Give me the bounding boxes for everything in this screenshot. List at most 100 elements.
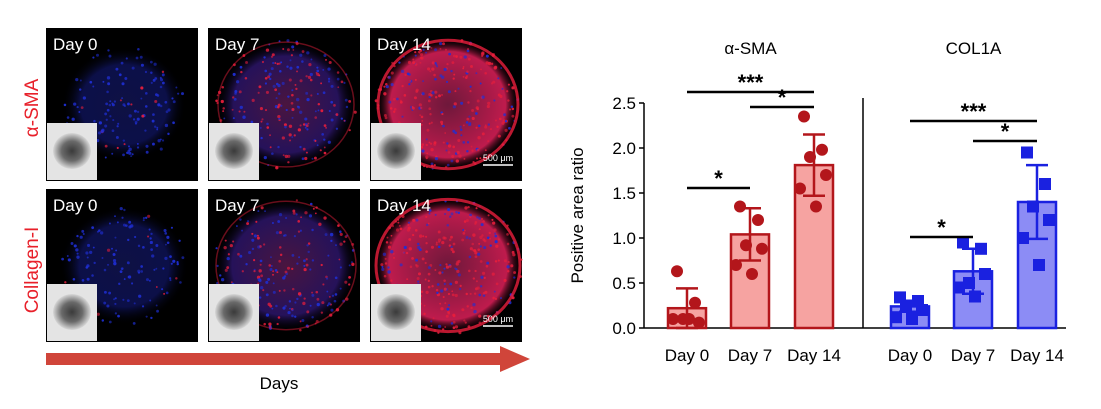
speckle <box>427 272 431 276</box>
speckle <box>144 92 148 95</box>
speckle <box>109 100 112 103</box>
speckle <box>487 101 491 105</box>
speckle <box>479 157 482 160</box>
speckle <box>286 65 289 68</box>
speckle <box>148 279 151 282</box>
speckle <box>75 248 79 252</box>
speckle <box>511 114 515 118</box>
speckle <box>316 144 319 147</box>
micrograph-collagen-0: Day 0 <box>46 189 198 342</box>
speckle <box>248 250 252 255</box>
speckle <box>145 144 149 148</box>
speckle <box>401 84 404 88</box>
speckle <box>314 110 317 113</box>
speckle <box>150 316 153 320</box>
speckle <box>285 216 288 220</box>
speckle <box>316 66 319 69</box>
speckle <box>91 226 95 230</box>
speckle <box>287 161 290 164</box>
speckle <box>510 264 514 268</box>
speckle <box>284 154 289 159</box>
speckle <box>153 62 157 66</box>
speckle <box>399 227 403 231</box>
speckle <box>112 119 115 122</box>
speckle <box>72 278 76 281</box>
speckle <box>251 238 255 242</box>
speckle <box>144 70 148 74</box>
speckle <box>128 147 132 151</box>
speckle <box>154 99 158 104</box>
speckle <box>436 65 439 68</box>
speckle <box>462 124 465 127</box>
speckle <box>412 234 415 237</box>
speckle <box>283 289 286 292</box>
speckle <box>306 98 310 102</box>
point-col1a-1-0 <box>957 236 969 249</box>
speckle <box>138 294 142 298</box>
speckle <box>450 212 454 216</box>
speckle <box>442 296 445 299</box>
point-asma-1-0 <box>734 200 746 213</box>
point-col1a-0-5 <box>906 313 918 325</box>
speckle <box>487 123 490 126</box>
speckle <box>104 144 108 148</box>
speckle <box>118 73 122 77</box>
speckle <box>75 77 79 82</box>
days-label: Days <box>260 374 299 393</box>
speckle <box>433 141 437 145</box>
speckle <box>324 233 328 236</box>
speckle <box>164 256 168 261</box>
speckle <box>122 298 125 301</box>
speckle <box>343 81 346 84</box>
speckle <box>506 90 509 93</box>
speckle <box>278 62 281 65</box>
speckle <box>149 299 152 302</box>
speckle <box>412 218 416 222</box>
speckle <box>278 40 281 43</box>
speckle <box>417 242 420 246</box>
speckle <box>444 302 447 305</box>
speckle <box>402 251 405 254</box>
speckle <box>411 256 414 260</box>
speckle <box>131 153 134 156</box>
speckle <box>483 239 487 243</box>
speckle <box>119 270 123 274</box>
speckle <box>277 84 281 88</box>
speckle <box>287 310 291 315</box>
speckle <box>480 223 484 227</box>
speckle <box>79 88 82 91</box>
speckle <box>427 285 431 289</box>
speckle <box>222 107 225 110</box>
speckle <box>312 207 315 210</box>
speckle <box>304 117 308 121</box>
speckle <box>479 82 482 85</box>
speckle <box>231 108 234 111</box>
tissue-rim <box>217 41 355 168</box>
speckle <box>289 59 292 62</box>
speckle <box>452 250 455 254</box>
speckle <box>471 242 474 246</box>
speckle <box>297 106 301 109</box>
point-col1a-2-5 <box>1033 259 1045 271</box>
speckle <box>454 280 459 285</box>
speckle <box>427 67 431 71</box>
x-tick-label-col1a-2: Day 14 <box>1010 346 1064 365</box>
speckle <box>136 142 139 145</box>
speckle <box>472 303 476 307</box>
speckle <box>259 107 263 111</box>
point-asma-2-3 <box>820 169 832 181</box>
speckle <box>136 117 140 121</box>
speckle <box>163 292 166 295</box>
speckle <box>297 220 301 223</box>
speckle <box>492 221 496 225</box>
speckle <box>215 99 218 102</box>
speckle <box>117 122 120 125</box>
speckle <box>223 117 226 120</box>
speckle <box>287 154 291 159</box>
speckle <box>142 246 145 249</box>
speckle <box>507 99 510 102</box>
speckle <box>139 55 143 59</box>
speckle <box>155 244 159 247</box>
speckle <box>93 261 96 265</box>
speckle <box>425 138 428 141</box>
